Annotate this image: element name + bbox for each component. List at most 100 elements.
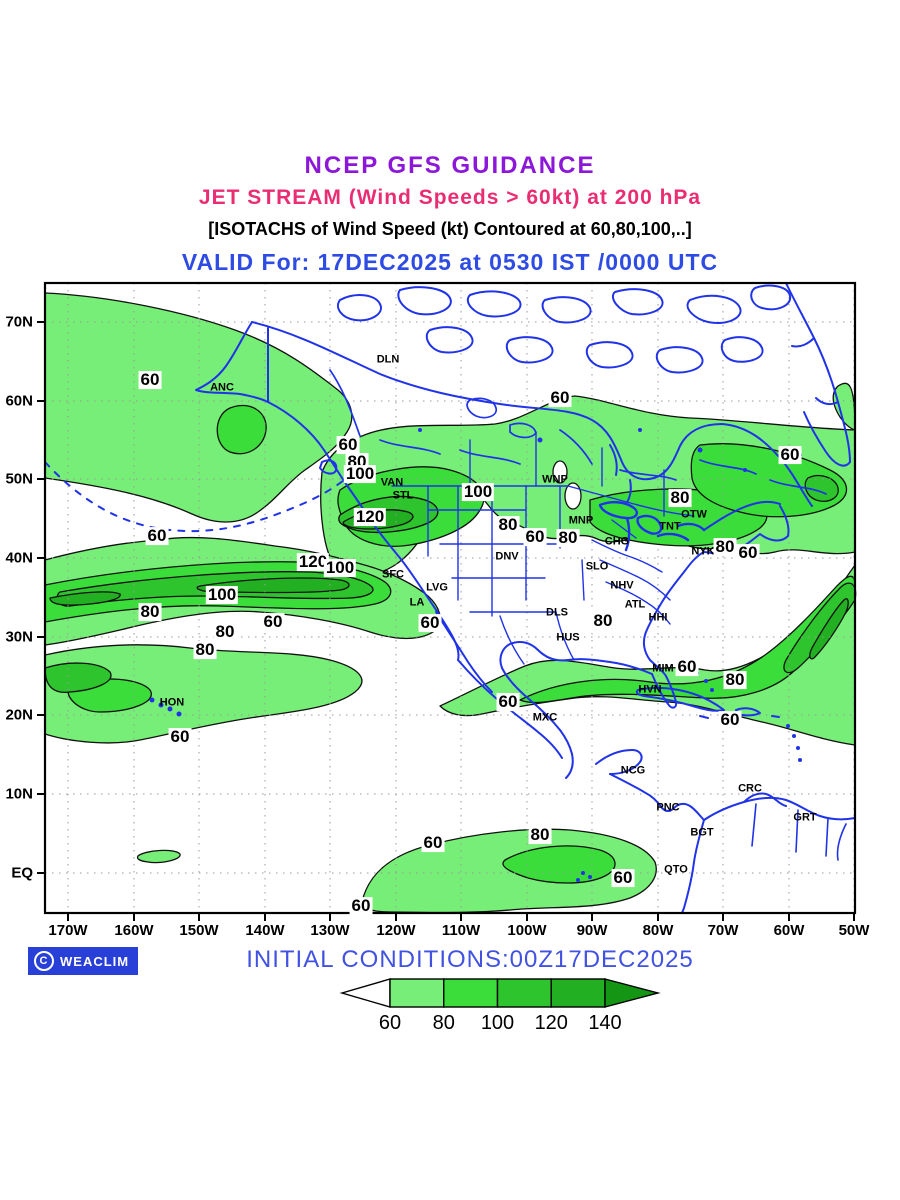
- lon-axis-label: 160W: [114, 922, 154, 939]
- contour-label: 60: [145, 526, 169, 546]
- valid-time-line: VALID For: 17DEC2025 at 0530 IST /0000 U…: [181, 249, 719, 275]
- station-label: HHI: [648, 611, 668, 624]
- lat-axis-label: 60N: [5, 392, 33, 410]
- lon-axis-label: 60W: [773, 922, 805, 939]
- lon-axis-label: 140W: [245, 922, 285, 939]
- lon-axis-label: 150W: [179, 922, 219, 939]
- contour-label: 60: [778, 445, 802, 465]
- contour-label: 60: [496, 692, 520, 712]
- page-title: NCEP GFS GUIDANCE: [304, 152, 596, 179]
- state-borders: [391, 431, 695, 665]
- contour-label: 60: [421, 833, 445, 853]
- station-label: LA: [409, 596, 425, 609]
- lon-axis-label: 170W: [48, 922, 88, 939]
- contour-label: 60: [336, 435, 360, 455]
- canada-lakes-rivers: [329, 369, 827, 495]
- isotach-region-alaska: [44, 292, 353, 523]
- contour-label: 80: [713, 537, 737, 557]
- station-label: MIM: [652, 662, 674, 675]
- lon-axis-label: 80W: [642, 922, 674, 939]
- contour-label: 60: [349, 896, 373, 916]
- station-label: BGT: [690, 826, 714, 839]
- contour-label: 80: [528, 825, 552, 845]
- venezuela-coast: [743, 792, 787, 807]
- yucatan: [565, 749, 643, 779]
- isotach-region-greenland: [832, 382, 856, 431]
- station-label: HON: [159, 696, 185, 709]
- lat-axis-label: 70N: [5, 313, 33, 331]
- contour-label: 60: [523, 527, 547, 547]
- map-frame: [43, 281, 857, 915]
- coastlines-and-borders: [44, 282, 856, 914]
- station-label: PNC: [656, 801, 680, 814]
- lat-axis-label: EQ: [11, 864, 33, 882]
- puerto-rico: [771, 715, 780, 718]
- contour-label: 100: [323, 558, 357, 578]
- lon-axis-label: 100W: [507, 922, 547, 939]
- contour-label: 60: [718, 710, 742, 730]
- contour-label: 80: [668, 488, 692, 508]
- contour-note: [ISOTACHS of Wind Speed (kt) Contoured a…: [208, 219, 692, 239]
- station-label: HVN: [638, 683, 662, 696]
- lat-axis-label: 20N: [5, 706, 33, 724]
- legend-box: [496, 978, 552, 1008]
- station-label: STL: [392, 489, 414, 502]
- station-label: LVG: [426, 581, 448, 594]
- station-label: MNP: [568, 514, 594, 527]
- station-label: ANC: [210, 381, 234, 394]
- baja-peninsula: [435, 611, 493, 693]
- hispaniola: [735, 707, 761, 717]
- arctic-coastline: [251, 321, 813, 507]
- station-label: DNV: [495, 550, 519, 563]
- contour-label: 60: [736, 543, 760, 563]
- legend-box: [389, 978, 445, 1008]
- lon-axis-label: 120W: [376, 922, 416, 939]
- south-america-borders: [751, 803, 847, 861]
- station-label: SLO: [585, 560, 609, 573]
- legend-tick-label: 60: [378, 1012, 402, 1034]
- contour-label: 80: [213, 622, 237, 642]
- legend-tick-label: 100: [480, 1012, 515, 1034]
- page-subtitle: JET STREAM (Wind Speeds > 60kt) at 200 h…: [198, 186, 702, 209]
- greenland-coast: [785, 282, 851, 467]
- lat-axis-label: 40N: [5, 549, 33, 567]
- station-label: GRT: [793, 811, 817, 824]
- copyright-icon: C: [34, 951, 54, 971]
- contour-label: 80: [723, 670, 747, 690]
- lat-axis-label: 50N: [5, 470, 33, 488]
- central-america-coast: [609, 773, 705, 821]
- station-label: HUS: [556, 631, 580, 644]
- alaska-west-coast: [195, 321, 269, 403]
- lon-axis-label: 90W: [576, 922, 608, 939]
- jamaica: [699, 715, 709, 719]
- isotach-region-hawaii: [44, 644, 363, 744]
- contour-label: 80: [591, 611, 615, 631]
- contour-label: 120: [353, 507, 387, 527]
- south-america-west-coast: [681, 819, 705, 914]
- lon-axis-label: 110W: [441, 922, 481, 939]
- legend-under-arrow: [339, 978, 391, 1008]
- legend-tick-label: 140: [588, 1012, 622, 1034]
- pacific-coastline: [267, 401, 460, 661]
- gulf-coastline: [499, 641, 653, 755]
- contour-label: 100: [343, 464, 377, 484]
- mexico-pacific-coast: [457, 659, 563, 759]
- map-axis-ticks: [37, 321, 855, 921]
- cuba: [635, 686, 725, 712]
- legend-tick-label: 120: [534, 1012, 568, 1034]
- isotach-legend: [339, 978, 661, 1008]
- legend-tick-labels: 60 80 100 120 140: [330, 1012, 670, 1038]
- lon-axis-label: 130W: [310, 922, 350, 939]
- legend-box: [443, 978, 499, 1008]
- station-label: NYK: [691, 545, 715, 558]
- contour-label: 100: [461, 482, 495, 502]
- contour-label: 60: [261, 612, 285, 632]
- arctic-islands: [336, 284, 792, 374]
- contour-label: 100: [205, 585, 239, 605]
- station-label: VAN: [380, 476, 404, 489]
- contour-label: 80: [556, 528, 580, 548]
- contour-label: 60: [168, 727, 192, 747]
- vancouver-island: [319, 459, 338, 475]
- contour-label: 80: [193, 640, 217, 660]
- contour-label: 120: [296, 552, 330, 572]
